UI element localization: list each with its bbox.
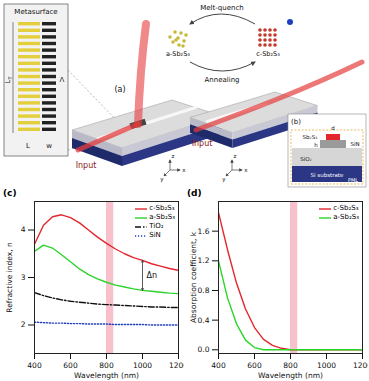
- svg-text:1200: 1200: [353, 361, 368, 370]
- svg-text:d: d: [331, 125, 335, 131]
- html-text:c-Sb₂S₃: c-Sb₂S₃: [333, 204, 359, 212]
- html-text:(c): (c): [3, 188, 17, 198]
- svg-text:0.0: 0.0: [198, 345, 210, 354]
- svg-text:Metasurface: Metasurface: [14, 8, 57, 16]
- svg-text:Si substrate: Si substrate: [311, 172, 344, 178]
- svg-text:600: 600: [63, 361, 78, 370]
- svg-text:h: h: [314, 142, 318, 148]
- html-text:(d): (d): [187, 188, 202, 198]
- svg-text:0.8: 0.8: [198, 286, 210, 295]
- svg-text:(a): (a): [114, 85, 125, 94]
- svg-text:1000: 1000: [133, 361, 152, 370]
- html-text:TiO₂: TiO₂: [149, 222, 164, 230]
- svg-text:Δn: Δn: [147, 271, 158, 280]
- svg-text:z: z: [172, 153, 175, 159]
- svg-text:1000: 1000: [317, 361, 336, 370]
- svg-text:800: 800: [99, 361, 114, 370]
- svg-text:Input: Input: [192, 139, 213, 148]
- svg-text:y: y: [160, 176, 164, 183]
- svg-text:(b): (b): [291, 118, 301, 126]
- svg-text:Annealing: Annealing: [204, 76, 239, 84]
- svg-text:Sb₂S₃: Sb₂S₃: [303, 134, 318, 140]
- svg-text:z: z: [234, 153, 237, 159]
- svg-text:Input: Input: [76, 161, 97, 170]
- svg-text:600: 600: [247, 361, 262, 370]
- html-text:a-Sb₂S₃: a-Sb₂S₃: [333, 213, 359, 221]
- svg-text:LT: LT: [4, 76, 13, 84]
- svg-text:400: 400: [211, 361, 226, 370]
- svg-text:c-Sb₂S₃: c-Sb₂S₃: [256, 50, 280, 58]
- svg-text:2: 2: [21, 320, 26, 329]
- svg-text:a-Sb₂S₃: a-Sb₂S₃: [166, 50, 190, 58]
- svg-text:Absorption coefficient, k: Absorption coefficient, k: [189, 231, 198, 323]
- svg-text:1.6: 1.6: [198, 227, 210, 236]
- svg-text:3: 3: [21, 273, 26, 282]
- svg-text:x: x: [244, 167, 248, 173]
- html-text:SiN: SiN: [149, 231, 161, 239]
- svg-text:SiO₂: SiO₂: [300, 156, 312, 162]
- svg-text:L: L: [26, 142, 30, 150]
- svg-text:400: 400: [27, 361, 42, 370]
- svg-text:800: 800: [283, 361, 298, 370]
- svg-text:0.4: 0.4: [198, 316, 210, 325]
- html-text:a-Sb₂S₃: a-Sb₂S₃: [149, 213, 175, 221]
- html-text:c-Sb₂S₃: c-Sb₂S₃: [149, 204, 175, 212]
- svg-text:1200: 1200: [169, 361, 184, 370]
- svg-text:Wavelength (nm): Wavelength (nm): [258, 371, 323, 380]
- svg-text:Melt-quench: Melt-quench: [200, 4, 243, 12]
- svg-text:Λ: Λ: [60, 76, 65, 84]
- svg-text:x: x: [182, 167, 186, 173]
- svg-text:1.2: 1.2: [198, 256, 210, 265]
- svg-text:4: 4: [21, 225, 26, 234]
- svg-text:w: w: [46, 142, 52, 150]
- svg-text:Wavelength (nm): Wavelength (nm): [74, 371, 139, 380]
- svg-text:SiN: SiN: [350, 141, 359, 147]
- svg-text:PML: PML: [348, 177, 358, 183]
- svg-text:Refractive index, n: Refractive index, n: [5, 242, 14, 313]
- svg-text:y: y: [222, 176, 226, 183]
